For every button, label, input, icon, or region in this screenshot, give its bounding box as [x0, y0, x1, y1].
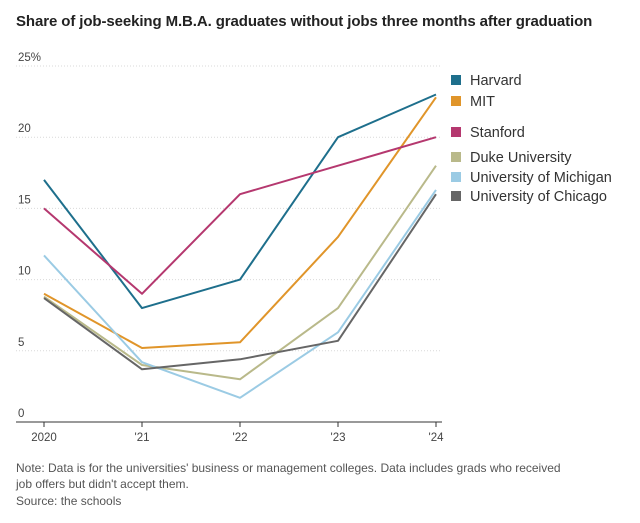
- series-line-university-of-michigan: [43, 189, 437, 399]
- x-tick-label: '21: [135, 432, 150, 444]
- y-tick-label: 0: [18, 408, 24, 420]
- y-tick-label: 15: [18, 194, 31, 206]
- legend-swatch: [451, 191, 461, 201]
- x-tick-label: '23: [331, 432, 346, 444]
- series-line-university-of-chicago: [43, 193, 437, 371]
- y-tick-label: 5: [18, 337, 24, 349]
- legend-label: Harvard: [470, 73, 522, 89]
- x-tick-label: 2020: [31, 432, 57, 444]
- legend-swatch: [451, 96, 461, 106]
- legend-swatch: [451, 75, 461, 85]
- series-line-stanford: [43, 136, 437, 295]
- series-line-mit: [43, 96, 437, 349]
- y-axis-ticks: 0 5 10 15 20 25%: [18, 52, 41, 420]
- legend-swatch: [451, 172, 461, 182]
- x-tick-label: '24: [429, 432, 445, 444]
- y-tick-label: 20: [18, 123, 31, 135]
- legend-label: University of Michigan: [470, 170, 612, 186]
- chart-note: Note: Data is for the universities' busi…: [16, 461, 561, 491]
- legend: Harvard MIT Stanford Duke University Univers…: [451, 73, 612, 205]
- y-tick-label: 10: [18, 266, 31, 278]
- legend-label: Stanford: [470, 125, 525, 141]
- y-tick-label: 25%: [18, 52, 41, 64]
- legend-label: MIT: [470, 94, 495, 110]
- series-line-duke-university: [43, 165, 437, 381]
- x-tick-label: '22: [233, 432, 248, 444]
- chart-source: Source: the schools: [16, 494, 122, 508]
- legend-swatch: [451, 152, 461, 162]
- chart-title: Share of job-seeking M.B.A. graduates wi…: [16, 13, 593, 30]
- legend-swatch: [451, 127, 461, 137]
- gridlines: [16, 65, 442, 352]
- line-chart: 0 5 10 15 20 25% 2020 '21 '22 '23 '24 Harvard MIT S…: [16, 52, 612, 444]
- legend-label: University of Chicago: [470, 189, 607, 205]
- legend-label: Duke University: [470, 150, 572, 166]
- x-axis: 2020 '21 '22 '23 '24: [16, 421, 445, 444]
- series-lines: [43, 93, 437, 399]
